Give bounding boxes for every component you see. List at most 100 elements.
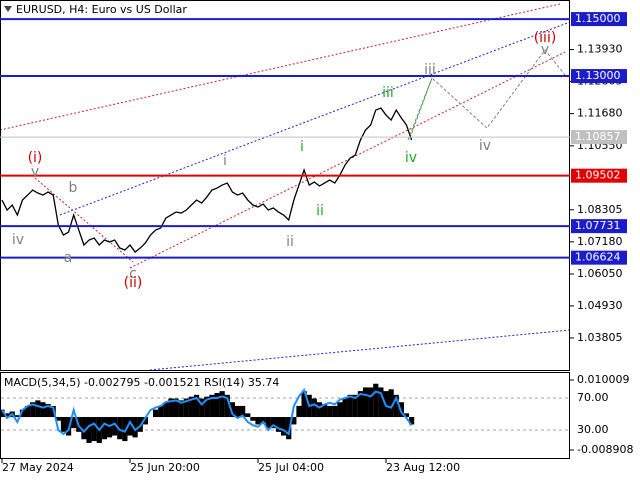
histogram-bar (91, 417, 97, 442)
y2-tick-label: 70.00 (577, 391, 609, 404)
histogram-bar (193, 394, 200, 418)
level-label: 1.13000 (575, 69, 621, 82)
wave-label: b (69, 180, 78, 196)
histogram-bar (378, 387, 384, 418)
histogram-bar (214, 392, 220, 418)
wave-label: iv (479, 138, 491, 154)
histogram-bar (321, 404, 328, 418)
histogram-bar (0, 409, 5, 418)
wave-label: i (223, 153, 227, 169)
projection-line (407, 77, 433, 141)
histogram-bar (388, 389, 394, 418)
histogram-bar (40, 402, 46, 418)
histogram-bar (183, 398, 189, 418)
histogram-bar (35, 400, 41, 418)
histogram-bar (275, 417, 282, 432)
histogram-bar (168, 398, 174, 418)
wave-label: iv (405, 150, 417, 166)
level-box (571, 250, 627, 265)
y-tick-label: 1.07180 (577, 235, 623, 248)
x-tick-label: 27 May 2024 (2, 461, 74, 474)
histogram-bar (255, 417, 261, 425)
level-box (571, 69, 627, 84)
x-tick-label: 25 Jun 20:00 (130, 461, 200, 474)
histogram-bar (393, 394, 399, 418)
wave-label: iii (424, 62, 436, 78)
histogram-bar (265, 417, 271, 429)
x-tick-label: 25 Jul 04:00 (258, 461, 324, 474)
wave-line (34, 177, 134, 263)
histogram-bar (204, 396, 210, 418)
histogram-bar (122, 417, 128, 442)
histogram-bar (209, 394, 215, 418)
y-tick-label: -0.008908 (577, 443, 633, 456)
y-tick-label: 1.08305 (577, 203, 623, 216)
histogram-bar (316, 402, 323, 418)
wave-label: a (64, 250, 73, 266)
rsi-line (1, 387, 413, 436)
wave-label: iii (382, 85, 394, 101)
histogram-bar (25, 405, 31, 418)
histogram-bar (296, 405, 302, 418)
histogram-bar (81, 417, 87, 440)
wave-label: ii (286, 234, 294, 250)
x-tick-label: 23 Aug 12:00 (386, 461, 460, 474)
histogram-bar (219, 391, 225, 418)
histogram-bar (101, 417, 107, 440)
level-label: 1.07731 (575, 219, 621, 232)
histogram-bar (60, 417, 67, 432)
histogram-bar (357, 391, 363, 418)
histogram-bar (327, 405, 333, 418)
histogram-bar (281, 417, 287, 436)
histogram-bar (199, 398, 205, 418)
level-box (571, 168, 627, 183)
histogram-bar (224, 394, 230, 418)
channel-line (129, 51, 566, 269)
chart-icon (4, 6, 12, 12)
y-tick-label: 1.04930 (577, 299, 623, 312)
histogram-bar (352, 394, 358, 418)
histogram-bar (55, 417, 61, 421)
histogram-bar (337, 402, 343, 418)
histogram-bar (178, 400, 184, 418)
y-tick-label: 1.13930 (577, 43, 623, 56)
histogram-bar (127, 417, 133, 436)
y-tick-label: 1.03805 (577, 331, 623, 344)
histogram-bar (373, 383, 379, 418)
level-box (571, 130, 627, 145)
histogram-bar (19, 409, 26, 418)
wave-label: iv (12, 232, 24, 248)
wave-label: v (31, 164, 39, 180)
histogram-bar (132, 417, 138, 438)
histogram-bar (30, 402, 36, 418)
histogram-bar (71, 417, 77, 429)
histogram-bar (4, 413, 10, 418)
histogram-bar (153, 409, 159, 418)
histogram-bar (286, 417, 292, 440)
histogram-bar (368, 387, 374, 418)
histogram-bar (409, 417, 415, 425)
chart-title: EURUSD, H4: Euro vs US Dollar (16, 3, 187, 16)
channel-line (59, 21, 571, 216)
wave-label: (ii) (124, 275, 143, 291)
histogram-bar (403, 413, 410, 418)
level-label: 1.15000 (575, 12, 621, 25)
histogram-bar (45, 404, 51, 418)
histogram-bar (347, 394, 353, 418)
y2-tick-label: 30.00 (577, 423, 609, 436)
wave-label: (iii) (534, 30, 557, 46)
histogram-bar (188, 396, 195, 418)
histogram-bar (291, 417, 297, 425)
y-tick-label: 1.11680 (577, 107, 623, 120)
histogram-bar (142, 417, 148, 425)
histogram-bar (240, 405, 246, 418)
histogram-bar (112, 417, 118, 436)
y-tick-label: 1.06050 (577, 267, 623, 280)
histogram-bar (173, 398, 179, 418)
wave-label: (i) (28, 150, 43, 166)
histogram-bar (245, 413, 251, 418)
histogram-bar (362, 387, 369, 418)
